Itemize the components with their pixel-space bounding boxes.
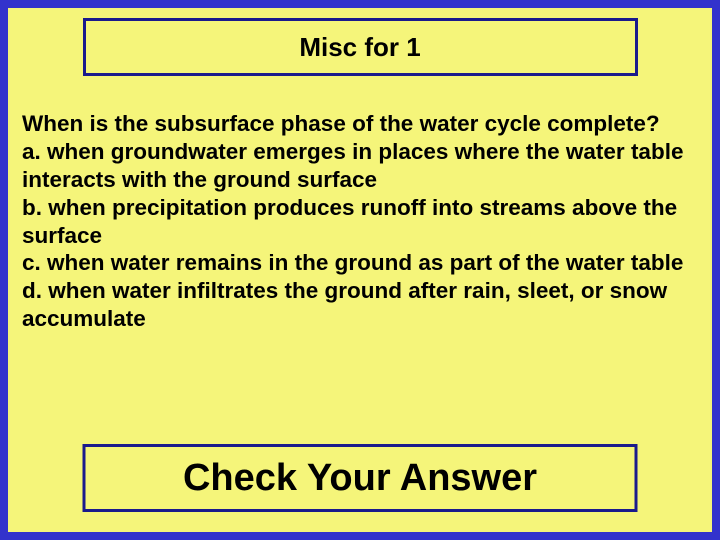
option-a: a. when groundwater emerges in places wh… bbox=[22, 138, 698, 194]
question-prompt: When is the subsurface phase of the wate… bbox=[22, 110, 698, 138]
slide-title: Misc for 1 bbox=[299, 32, 420, 63]
question-block: When is the subsurface phase of the wate… bbox=[20, 110, 700, 333]
option-b: b. when precipitation produces runoff in… bbox=[22, 194, 698, 250]
slide-container: Misc for 1 When is the subsurface phase … bbox=[8, 8, 712, 532]
title-box: Misc for 1 bbox=[83, 18, 638, 76]
check-answer-button[interactable]: Check Your Answer bbox=[83, 444, 638, 512]
check-answer-label: Check Your Answer bbox=[183, 457, 537, 500]
option-c: c. when water remains in the ground as p… bbox=[22, 249, 698, 277]
option-d: d. when water infiltrates the ground aft… bbox=[22, 277, 698, 333]
